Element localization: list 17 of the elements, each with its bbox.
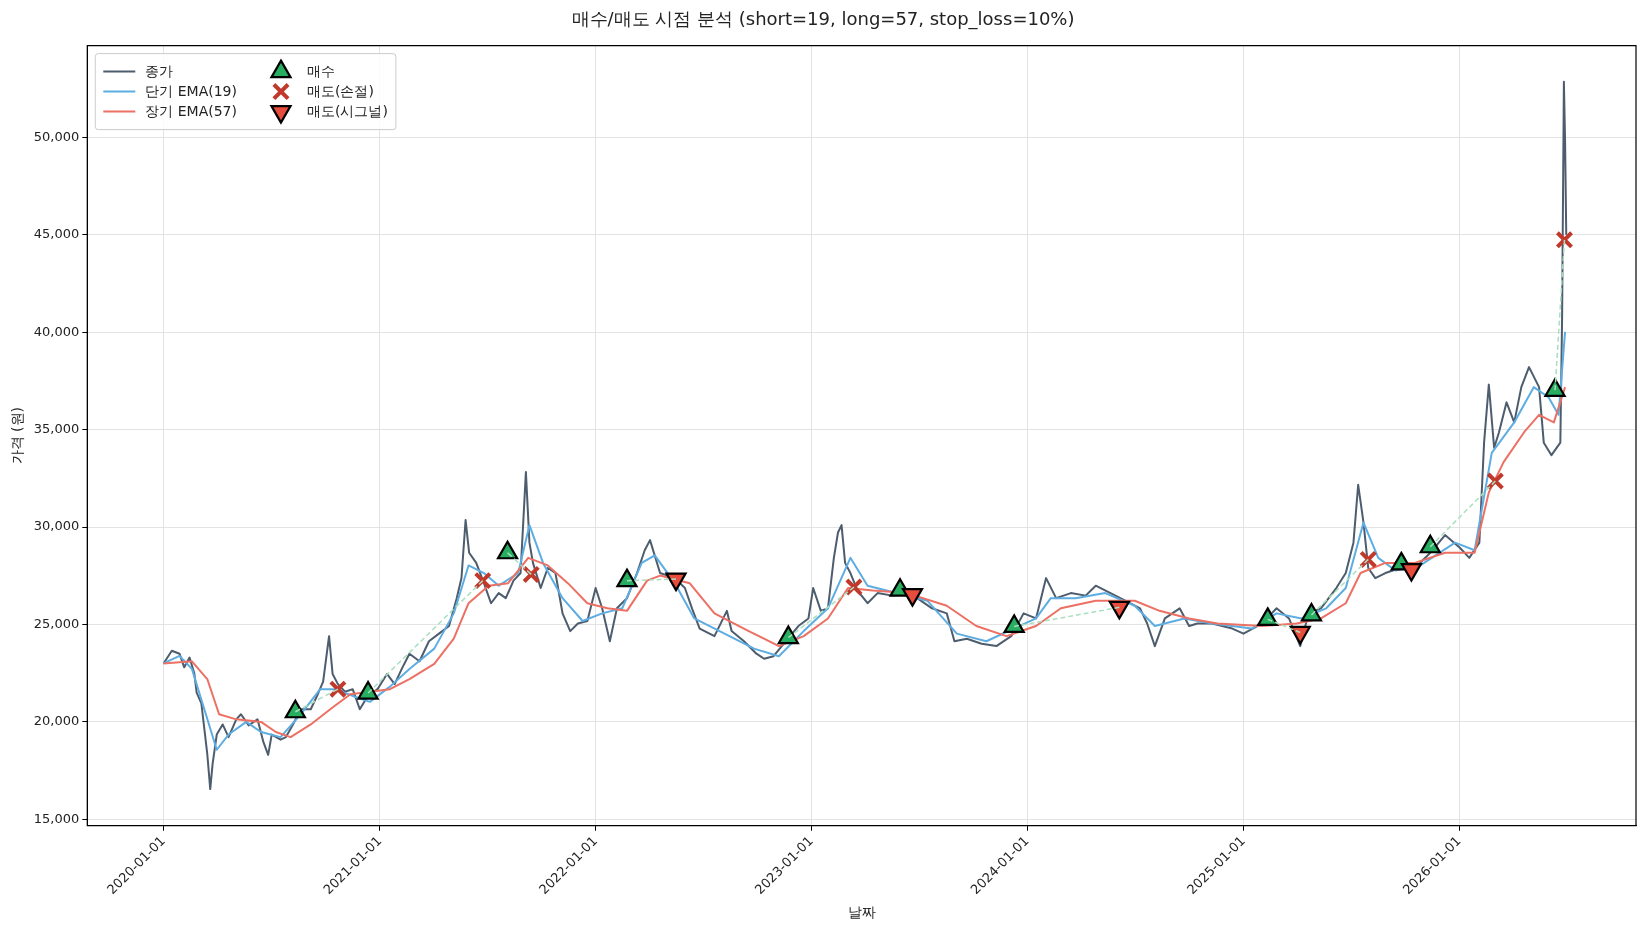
legend-label: 장기 EMA(57): [145, 103, 237, 120]
y-tick-label: 25,000: [33, 615, 80, 631]
x-axis-title: 날짜: [847, 904, 876, 921]
y-tick-label: 45,000: [33, 226, 80, 242]
chart-title: 매수/매도 시점 분석 (short=19, long=57, stop_loss=10%): [571, 8, 1075, 31]
legend-label: 매도(손절): [306, 83, 374, 100]
y-tick-label: 15,000: [33, 810, 80, 826]
legend-label: 단기 EMA(19): [145, 83, 237, 100]
y-tick-label: 50,000: [33, 128, 80, 144]
y-tick-label: 20,000: [33, 713, 80, 729]
legend-label: 종가: [145, 63, 174, 80]
legend-label: 매도(시그널): [306, 103, 388, 120]
y-tick-label: 35,000: [33, 421, 80, 437]
y-tick-label: 30,000: [33, 518, 80, 534]
y-axis-title: 가격 (원): [9, 406, 26, 465]
legend-label: 매수: [306, 63, 335, 80]
y-tick-label: 40,000: [33, 323, 80, 339]
